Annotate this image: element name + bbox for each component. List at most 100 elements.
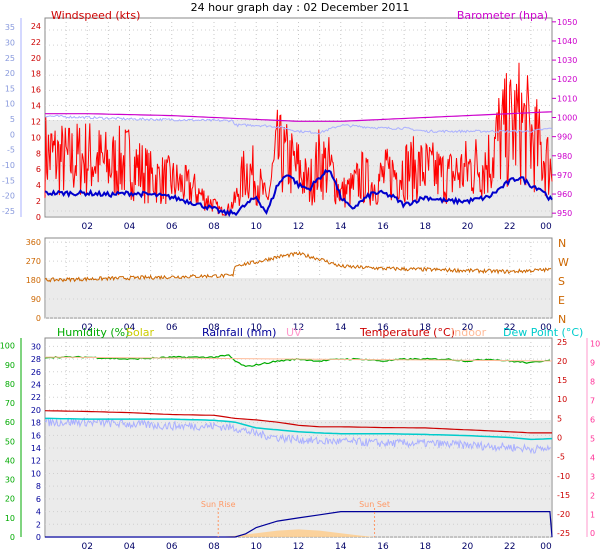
uv-tick-label: 5 <box>590 434 595 443</box>
series-layer: Sun Rise Sun Set <box>44 62 553 538</box>
temp-right-tick-label: -15 <box>557 491 570 500</box>
wind-tick-label: 2 <box>36 197 41 206</box>
humidity-tick-label: 90 <box>5 361 15 370</box>
barometer-line <box>45 111 553 122</box>
x-tick-label: 00 <box>540 323 552 333</box>
x-tick-label: 04 <box>124 222 136 232</box>
rain-tick-label: 22 <box>31 393 41 402</box>
uv-tick-label: 1 <box>590 510 595 519</box>
x-tick-label: 02 <box>82 542 93 552</box>
x-tick-label: 10 <box>251 222 263 232</box>
rainfall-line <box>45 511 553 538</box>
windspeed-line <box>44 62 553 216</box>
temp-right-tick-label: 25 <box>557 338 567 347</box>
rain-tick-label: 12 <box>31 457 41 466</box>
x-tick-label: 16 <box>377 222 389 232</box>
temperature-line <box>44 410 552 434</box>
wind-tick-label: 8 <box>36 149 41 158</box>
wind-tick-label: 12 <box>31 117 41 126</box>
wind-tick-label: 0 <box>36 213 41 222</box>
x-tick-label: 08 <box>208 222 220 232</box>
dew-point-line <box>45 417 553 441</box>
rain-tick-label: 28 <box>31 355 41 364</box>
temp-tick-label: 30 <box>5 38 15 47</box>
x-tick-label: 18 <box>420 222 432 232</box>
x-tick-label: 06 <box>166 542 178 552</box>
baro-tick-label: 1050 <box>557 18 577 27</box>
x-tick-label: 04 <box>124 542 136 552</box>
humidity-tick-label: 60 <box>5 418 15 427</box>
x-tick-label: 08 <box>208 542 220 552</box>
humidity-tick-label: 10 <box>5 514 15 523</box>
uv-tick-label: 2 <box>590 491 595 500</box>
temp-tick-label: 25 <box>5 54 15 63</box>
legend-item: Rainfall (mm) <box>202 326 276 339</box>
x-tick-label: 14 <box>335 222 347 232</box>
humidity-tick-label: 100 <box>0 342 15 351</box>
wind-average-line <box>44 168 553 218</box>
compass-label: W <box>558 256 569 269</box>
humidity-panel-shade <box>46 420 551 536</box>
wind-tick-label: 14 <box>31 102 41 111</box>
uv-tick-label: 0 <box>590 529 595 538</box>
rain-tick-label: 24 <box>31 380 41 389</box>
baro-tick-label: 1010 <box>557 94 577 103</box>
x-tick-label: 02 <box>82 323 93 333</box>
chart-title: 24 hour graph day : 02 December 2011 <box>191 1 410 14</box>
rain-tick-label: 18 <box>31 419 41 428</box>
x-tick-label: 00 <box>540 542 552 552</box>
humidity-tick-label: 20 <box>5 495 15 504</box>
baro-tick-label: 1020 <box>557 75 577 84</box>
legend-item: Solar <box>126 326 155 339</box>
wind-tick-label: 20 <box>31 54 41 63</box>
x-tick-label: 10 <box>251 542 263 552</box>
compass-label: N <box>558 237 566 250</box>
x-tick-label: 12 <box>293 323 304 333</box>
x-tick-label: 14 <box>335 323 347 333</box>
wind-tick-label: 6 <box>36 165 41 174</box>
x-tick-label: 06 <box>166 222 178 232</box>
direction-panel-shade <box>46 278 551 317</box>
feels-like-line <box>44 417 551 455</box>
temp-right-tick-label: -5 <box>557 453 565 462</box>
baro-tick-label: 1040 <box>557 37 577 46</box>
x-tick-label: 12 <box>293 222 304 232</box>
temp-tick-label: -15 <box>2 176 15 185</box>
temp-tick-label: 20 <box>5 69 15 78</box>
indoor-line <box>44 356 553 362</box>
x-tick-label: 22 <box>504 222 515 232</box>
compass-label: E <box>558 294 565 307</box>
x-tick-label: 16 <box>377 323 389 333</box>
baro-tick-label: 990 <box>557 133 572 142</box>
rain-tick-label: 26 <box>31 368 41 377</box>
x-tick-label: 14 <box>335 542 347 552</box>
legend-item: Dew Point (°C) <box>503 326 583 339</box>
baro-tick-label: 950 <box>557 209 572 218</box>
uv-tick-label: 4 <box>590 453 595 462</box>
uv-tick-label: 10 <box>590 340 600 349</box>
x-tick-label: 10 <box>251 323 263 333</box>
wind-tick-label: 10 <box>31 133 41 142</box>
baro-tick-label: 980 <box>557 152 572 161</box>
temp-tick-label: 5 <box>10 115 15 124</box>
uv-tick-label: 3 <box>590 472 595 481</box>
temp-tick-label: -25 <box>2 207 15 216</box>
rain-tick-label: 6 <box>36 495 41 504</box>
humidity-tick-label: 80 <box>5 380 15 389</box>
humidity-tick-label: 70 <box>5 399 15 408</box>
sunset-label: Sun Set <box>359 500 390 509</box>
temperature-line-top <box>44 114 553 135</box>
direction-tick-label: 90 <box>31 295 41 304</box>
legend-item: Indoor <box>451 326 487 339</box>
baro-tick-label: 1030 <box>557 56 577 65</box>
x-tick-label: 22 <box>504 542 515 552</box>
direction-tick-label: 270 <box>26 257 41 266</box>
x-tick-label: 12 <box>293 542 304 552</box>
uv-tick-label: 9 <box>590 359 595 368</box>
uv-tick-label: 7 <box>590 397 595 406</box>
temp-right-tick-label: 20 <box>557 357 567 366</box>
rain-tick-label: 16 <box>31 431 41 440</box>
temp-tick-label: 0 <box>10 130 15 139</box>
